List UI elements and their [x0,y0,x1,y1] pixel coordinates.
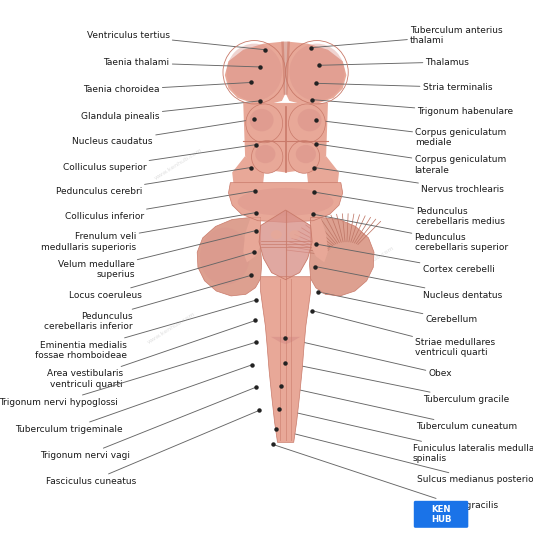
Text: Trigonum habenulare: Trigonum habenulare [312,100,514,116]
Polygon shape [243,217,261,262]
Polygon shape [286,42,346,104]
Ellipse shape [297,109,321,131]
Text: Nucleus caudatus: Nucleus caudatus [72,119,254,146]
Text: Funiculus lateralis medullae
spinalis: Funiculus lateralis medullae spinalis [279,409,533,464]
Text: Pedunculus
cerebellaris superior: Pedunculus cerebellaris superior [313,214,507,253]
Polygon shape [225,42,285,104]
Text: Fasciculus gracilis: Fasciculus gracilis [273,445,498,510]
Text: Corpus geniculatum
laterale: Corpus geniculatum laterale [316,144,506,175]
FancyBboxPatch shape [414,501,469,528]
Text: Cortex cerebelli: Cortex cerebelli [316,244,495,274]
Text: Colliculus superior: Colliculus superior [63,144,256,172]
Text: Tuberculum cuneatum: Tuberculum cuneatum [281,386,518,431]
Ellipse shape [288,104,325,143]
Text: Thalamus: Thalamus [319,58,470,67]
Polygon shape [311,217,328,262]
Text: Nucleus dentatus: Nucleus dentatus [315,266,502,300]
Text: Corpus geniculatum
mediale: Corpus geniculatum mediale [316,120,506,148]
Polygon shape [307,156,339,193]
Text: Striae medullares
ventriculi quarti: Striae medullares ventriculi quarti [312,311,495,357]
Text: Pedunculus cerebri: Pedunculus cerebri [55,167,251,196]
Text: Locus coeruleus: Locus coeruleus [69,252,254,300]
Text: Pedunculus
cerebellaris medius: Pedunculus cerebellaris medius [314,192,505,226]
Ellipse shape [227,44,282,101]
Ellipse shape [249,109,273,131]
Text: Tuberculum gracile: Tuberculum gracile [285,362,509,404]
Ellipse shape [271,230,282,239]
Polygon shape [261,277,311,442]
Ellipse shape [252,141,283,173]
Polygon shape [232,156,264,193]
Text: Area vestibularis
ventriculi quarti: Area vestibularis ventriculi quarti [47,320,255,389]
Ellipse shape [289,230,300,239]
Text: Cerebellum: Cerebellum [318,292,478,324]
Text: Stria terminalis: Stria terminalis [316,83,492,92]
Text: Tuberculum trigeminale: Tuberculum trigeminale [15,365,253,434]
Text: Nervus trochlearis: Nervus trochlearis [314,167,504,194]
Text: www.kenhub.com: www.kenhub.com [154,148,204,181]
Polygon shape [243,103,328,173]
Text: Obex: Obex [285,338,452,378]
Ellipse shape [289,44,344,101]
Text: Tuberculum anterius
thalami: Tuberculum anterius thalami [311,26,503,48]
Text: Fasciculus cuneatus: Fasciculus cuneatus [46,410,259,486]
Text: www.kenhub.com: www.kenhub.com [345,246,395,279]
Text: Sulcus medianus posterior: Sulcus medianus posterior [277,429,533,484]
Polygon shape [281,42,290,95]
Text: Frenulum veli
medullaris superioris: Frenulum veli medullaris superioris [41,213,256,252]
Text: www.kenhub.com: www.kenhub.com [147,311,196,345]
Ellipse shape [200,228,249,285]
Ellipse shape [296,145,316,163]
Text: Taenia choroidea: Taenia choroidea [83,83,251,94]
Ellipse shape [255,145,276,163]
Polygon shape [271,337,300,344]
Polygon shape [229,183,343,222]
Ellipse shape [246,104,282,143]
Text: Trigonum nervi hypoglossi: Trigonum nervi hypoglossi [0,342,256,407]
Text: Pedunculus
cerebellaris inferior: Pedunculus cerebellaris inferior [44,276,251,332]
Text: Trigonum nervi vagi: Trigonum nervi vagi [40,387,256,460]
Polygon shape [310,217,374,296]
Text: Glandula pinealis: Glandula pinealis [81,101,260,120]
Ellipse shape [238,188,334,216]
Polygon shape [197,217,262,296]
Polygon shape [259,210,312,280]
Text: Ventriculus tertius: Ventriculus tertius [86,31,265,50]
Text: Velum medullare
superius: Velum medullare superius [58,230,256,279]
Text: Colliculus inferior: Colliculus inferior [64,191,255,221]
Text: Eminentia medialis
fossae rhomboideae: Eminentia medialis fossae rhomboideae [35,300,256,360]
Text: Taenia thalami: Taenia thalami [103,58,260,67]
Text: KEN
HUB: KEN HUB [431,505,451,523]
Ellipse shape [288,141,320,173]
